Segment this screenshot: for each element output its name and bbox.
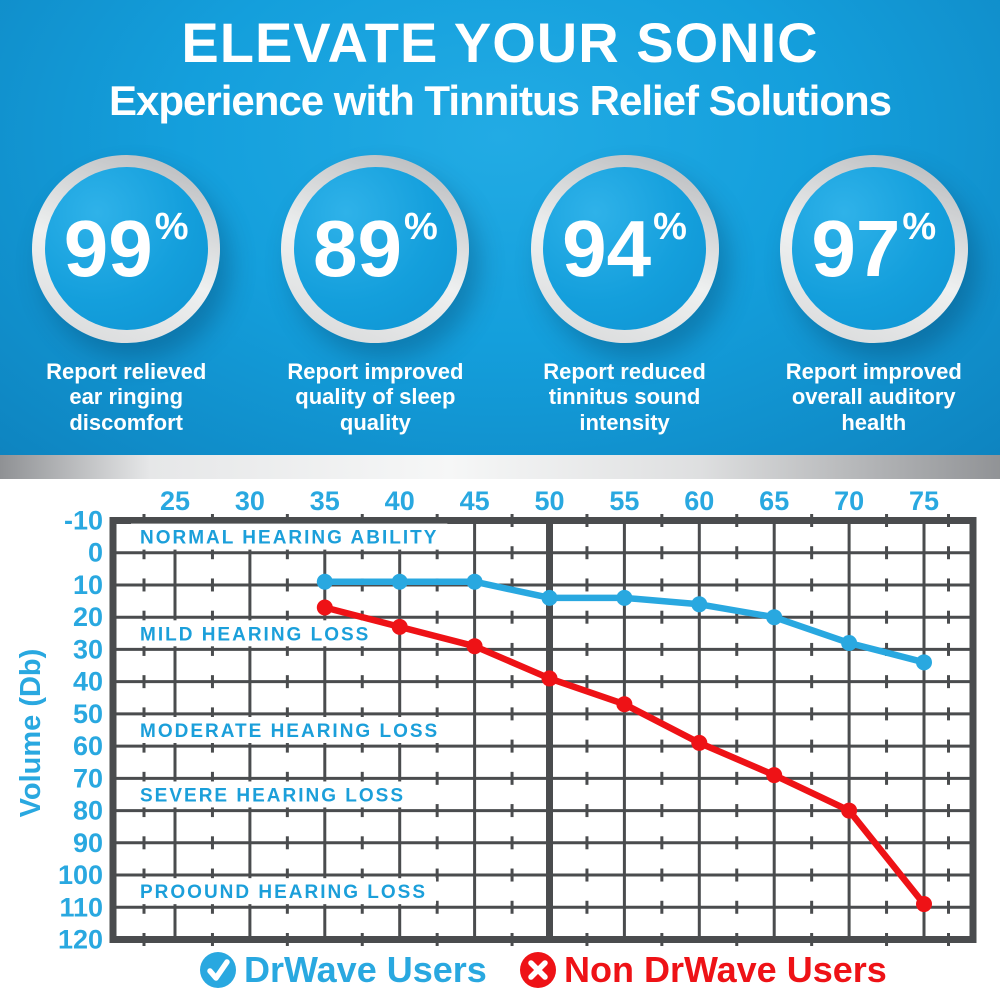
data-point	[466, 573, 483, 590]
data-point	[916, 654, 932, 671]
y-tick-label: 120	[58, 925, 103, 955]
zone-label: NORMAL HEARING ABILITY	[140, 528, 438, 549]
data-point	[541, 589, 558, 606]
stat-percent-sign-4: %	[902, 205, 937, 248]
y-tick-label: 110	[59, 892, 103, 922]
stat-caption-4: Report improved overall auditory health	[785, 358, 962, 435]
stat-value-2: 89	[312, 203, 402, 293]
x-icon	[528, 960, 548, 980]
data-point	[541, 670, 558, 687]
x-tick-label: 45	[460, 486, 490, 516]
x-tick-label: 75	[909, 486, 939, 516]
y-tick-label: 10	[73, 570, 103, 600]
x-tick-label: 50	[534, 486, 564, 516]
zone-label: MODERATE HEARING LOSS	[140, 721, 439, 742]
stat-ring-4: 97%	[779, 154, 968, 343]
stat-circle-1: 99%	[44, 167, 208, 331]
check-icon	[207, 959, 230, 981]
main-title: ELEVATE YOUR SONIC	[181, 11, 819, 74]
stat-badge-1: 99% Report relieved ear ringing discomfo…	[3, 154, 249, 436]
y-tick-label: 80	[73, 796, 103, 826]
zone-label: MILD HEARING LOSS	[140, 624, 370, 645]
data-point	[841, 802, 858, 819]
data-point	[391, 573, 408, 590]
y-axis-title: Volume (Db)	[15, 649, 47, 818]
y-tick-label: 100	[58, 860, 103, 890]
stat-badge-4: 97% Report improved overall auditory hea…	[751, 154, 997, 436]
legend-label: DrWave Users	[244, 949, 487, 990]
stats-row: 99% Report relieved ear ringing discomfo…	[0, 154, 1000, 436]
stat-badge-3: 94% Report reduced tinnitus sound intens…	[502, 154, 748, 436]
stat-ring-1: 99%	[32, 154, 221, 343]
y-tick-label: 70	[73, 763, 103, 793]
zone-label-background	[131, 523, 448, 550]
data-point	[316, 599, 333, 616]
y-tick-label: -10	[64, 506, 103, 536]
x-tick-label: 35	[310, 486, 340, 516]
check-icon-circle	[200, 952, 236, 988]
y-tick-label: 30	[73, 634, 103, 664]
stat-value-4: 97	[811, 203, 901, 293]
stat-circle-2: 89%	[293, 167, 457, 331]
audiogram-chart: NORMAL HEARING ABILITY MILD HEARING LOSS M…	[15, 486, 977, 990]
data-point	[766, 609, 783, 626]
x-tick-label: 65	[759, 486, 789, 516]
stat-caption-1: Report relieved ear ringing discomfort	[46, 358, 207, 435]
y-tick-label: 0	[88, 538, 103, 568]
x-tick-label: 55	[609, 486, 639, 516]
stat-badge-2: 89% Report improved quality of sleep qua…	[252, 154, 498, 436]
stat-value-1: 99	[63, 203, 153, 293]
y-tick-label: 40	[73, 667, 103, 697]
y-tick-label: 20	[73, 602, 103, 632]
zone-label: SEVERE HEARING LOSS	[140, 785, 405, 806]
legend-label: Non DrWave Users	[564, 949, 887, 990]
data-point	[466, 638, 483, 655]
data-point	[691, 734, 708, 751]
stat-caption-2: Report improved quality of sleep quality	[287, 358, 464, 435]
zone-label-background	[131, 878, 437, 905]
zone-label-background	[131, 620, 380, 647]
stat-percent-sign-3: %	[653, 205, 687, 248]
x-tick-label: 30	[235, 486, 265, 516]
stat-circle-3: 94%	[543, 167, 707, 331]
zone-label-background	[131, 781, 414, 808]
divider-bar	[0, 455, 1000, 479]
data-point	[841, 634, 858, 651]
stat-circle-4: 97%	[792, 167, 956, 331]
x-tick-label: 60	[684, 486, 714, 516]
stat-ring-3: 94%	[530, 154, 719, 343]
stat-percent-sign-1: %	[154, 205, 189, 248]
data-point	[316, 573, 333, 590]
data-point	[616, 696, 633, 713]
stat-percent-sign-2: %	[403, 205, 438, 248]
zone-label: PROOUND HEARING LOSS	[140, 882, 427, 903]
x-tick-label: 40	[385, 486, 415, 516]
x-tick-label: 25	[160, 486, 190, 516]
data-point	[916, 896, 932, 913]
y-tick-label: 50	[73, 699, 103, 729]
data-point	[616, 589, 633, 606]
audiogram-chart-section: NORMAL HEARING ABILITY MILD HEARING LOSS M…	[0, 479, 1000, 1000]
chart-border	[109, 517, 977, 943]
stat-value-3: 94	[562, 203, 652, 293]
data-point	[691, 596, 708, 613]
zone-label-background	[131, 717, 449, 743]
stat-caption-3: Report reduced tinnitus sound intensity	[543, 358, 706, 435]
y-tick-label: 90	[73, 828, 103, 858]
header-banner: ELEVATE YOUR SONIC Experience with Tinni…	[0, 0, 1000, 455]
data-point	[766, 767, 783, 784]
subtitle: Experience with Tinnitus Relief Solution…	[108, 76, 892, 124]
y-tick-label: 60	[73, 731, 103, 761]
stat-ring-2: 89%	[281, 154, 470, 343]
data-point	[391, 618, 408, 635]
x-tick-label: 70	[834, 486, 864, 516]
